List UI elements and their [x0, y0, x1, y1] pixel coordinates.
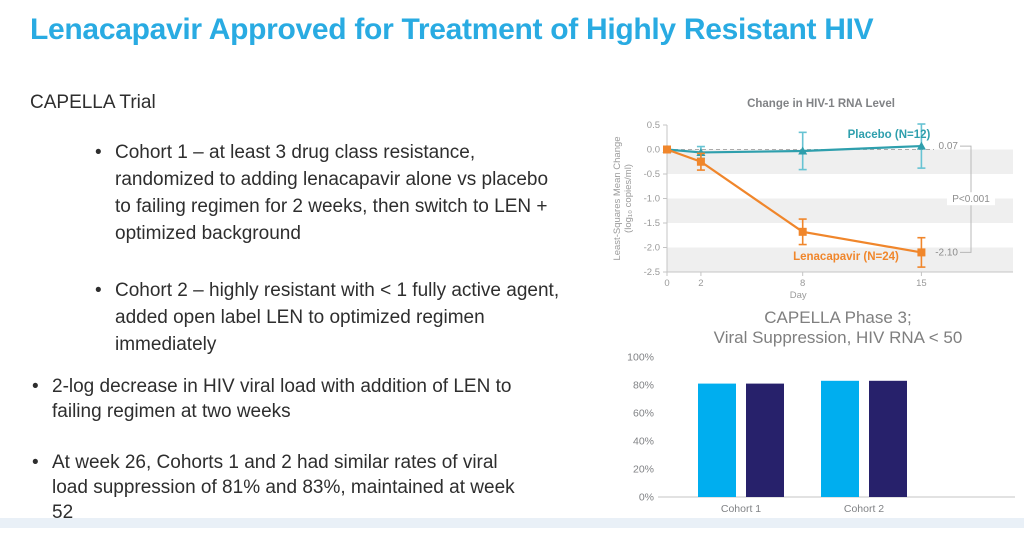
y-tick-label: 0.0: [647, 145, 660, 156]
x-axis-title: Day: [790, 290, 807, 301]
bullet-cohort-1: Cohort 1 – at least 3 drug class resista…: [93, 139, 565, 247]
triangle-marker: [916, 141, 926, 150]
x-tick-label: 0: [664, 278, 669, 289]
y-tick-label: -1.5: [644, 218, 660, 229]
square-marker: [696, 157, 705, 166]
bar-cohort-2-series2: [869, 380, 907, 497]
y-tick-label: -2.5: [644, 267, 660, 278]
placebo-end-value: 0.07: [939, 141, 959, 152]
bar-chart-viral-suppression: CAPELLA Phase 3;Viral Suppression, HIV R…: [627, 308, 1015, 515]
section-heading: CAPELLA Trial: [30, 92, 156, 113]
series-line-1: [666, 148, 922, 254]
y-tick-label: 0.5: [647, 120, 660, 131]
bar-cohort-1-series1: [698, 383, 736, 497]
cohort-bullet-list: Cohort 1 – at least 3 drug class resista…: [93, 139, 565, 388]
line-chart-hiv-rna-change: 0.5 0.0 -0.5 -1.0 -1.5 -2.0 -2.5 0 2 8 15 Day Least-…: [612, 98, 1013, 301]
bar-cohort-2-series1: [821, 380, 859, 497]
slide-title: Lenacapavir Approved for Treatment of Hi…: [30, 13, 874, 46]
plot-band: [667, 149, 1013, 174]
square-marker: [917, 248, 926, 257]
square-marker: [798, 227, 807, 236]
x-tick-label: 2: [698, 278, 703, 289]
series-label-0: Placebo (N=12): [848, 129, 931, 141]
y-tick-label: -0.5: [644, 169, 660, 180]
square-marker: [663, 145, 671, 154]
y-tick-label: -1.0: [644, 194, 660, 205]
results-bullet-list: 2-log decrease in HIV viral load with ad…: [30, 374, 532, 551]
bullet-week26-suppression: At week 26, Cohorts 1 and 2 had similar …: [30, 450, 532, 525]
plot-band: [667, 247, 1013, 272]
bullet-2log-decrease: 2-log decrease in HIV viral load with ad…: [30, 374, 532, 424]
bar-y-tick-label: 0%: [639, 492, 654, 504]
bar-y-tick-label: 20%: [633, 464, 654, 476]
y-tick-label: -2.0: [644, 243, 660, 254]
bar-chart-title-line2: Viral Suppression, HIV RNA < 50: [714, 328, 963, 347]
triangle-marker: [798, 146, 808, 155]
bar-y-tick-label: 80%: [633, 380, 654, 392]
lenacapavir-end-value: -2.10: [935, 247, 958, 258]
bar-cohort-1-series2: [746, 383, 784, 497]
series-line-0: [666, 144, 922, 154]
slide-root: Lenacapavir Approved for Treatment of Hi…: [0, 0, 1024, 528]
x-tick-label: 15: [916, 278, 927, 289]
bar-y-tick-label: 40%: [633, 436, 654, 448]
category-label: Cohort 2: [844, 503, 884, 515]
y-axis-title: Least-Squares Mean Change (log₁₀ copies/m…: [612, 136, 634, 260]
svg-text:Least-Squares Mean Change: Least-Squares Mean Change: [612, 136, 623, 260]
bar-y-tick-label: 60%: [633, 408, 654, 420]
category-label: Cohort 1: [721, 503, 761, 515]
x-tick-label: 8: [800, 278, 805, 289]
bullet-cohort-2: Cohort 2 – highly resistant with < 1 ful…: [93, 277, 565, 358]
bar-y-tick-label: 100%: [627, 352, 654, 364]
bar-chart-title-line1: CAPELLA Phase 3;: [764, 308, 911, 327]
line-chart-title: Change in HIV-1 RNA Level: [747, 98, 895, 110]
series-label-1: Lenacapavir (N=24): [793, 251, 899, 263]
svg-text:(log₁₀ copies/ml): (log₁₀ copies/ml): [623, 164, 634, 233]
p-value-label: P<0.001: [952, 194, 990, 205]
